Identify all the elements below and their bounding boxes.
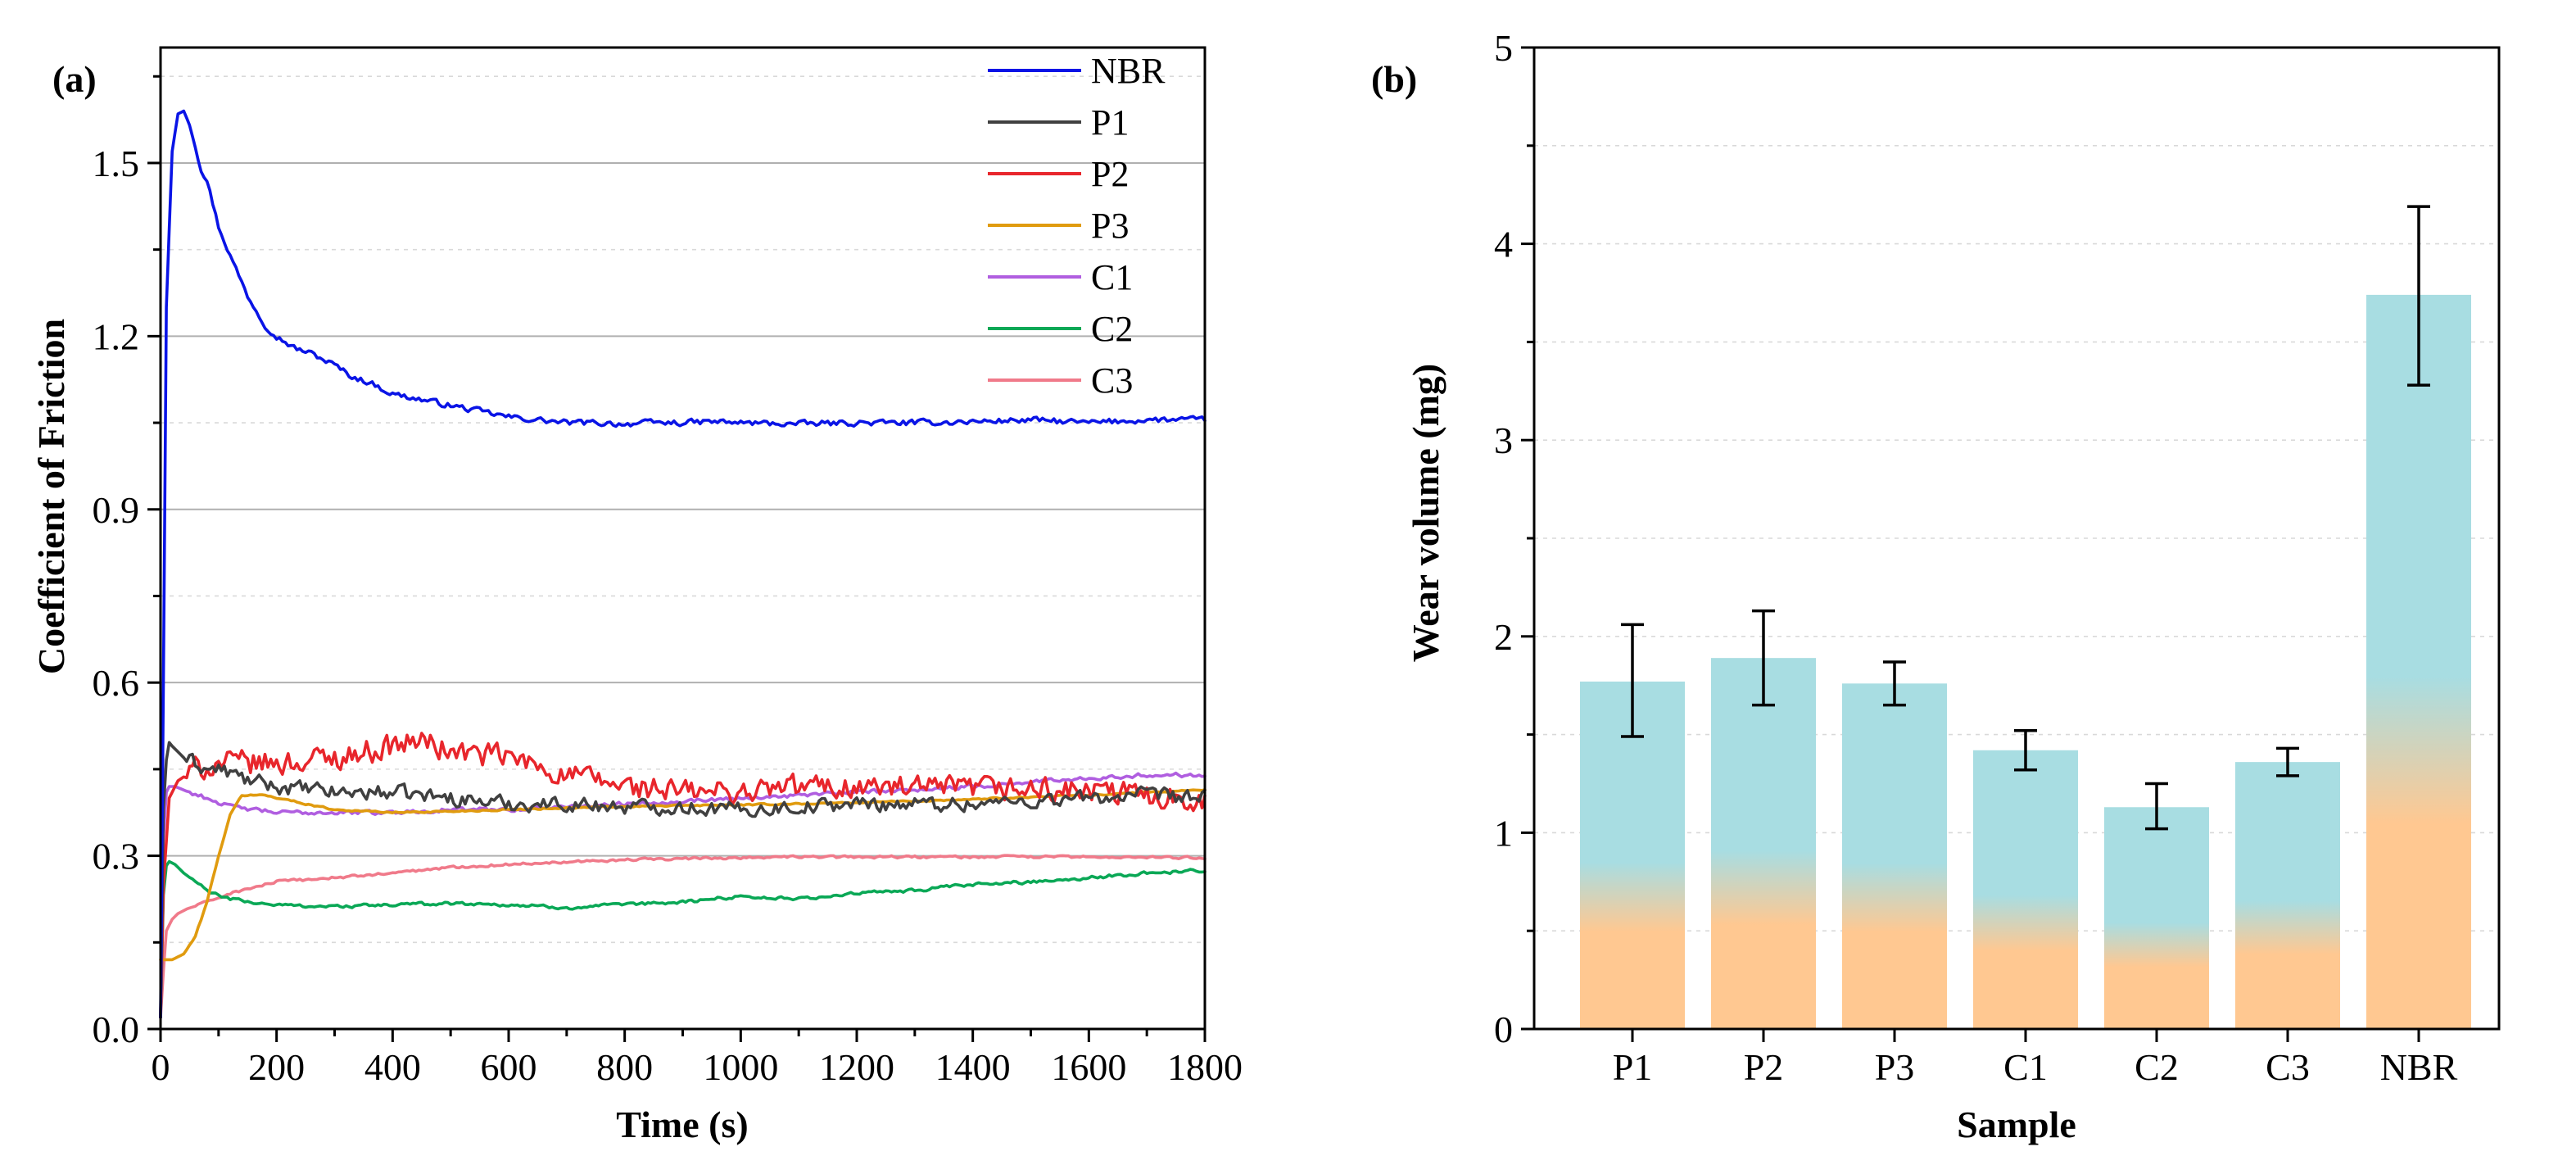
- x-tick-label-p3: P3: [1875, 1046, 1915, 1088]
- x-tick-label-p1: P1: [1613, 1046, 1653, 1088]
- wear-y-axis-title: Wear volume (mg): [1405, 364, 1446, 663]
- y-tick-label: 2: [1494, 616, 1513, 658]
- y-tick-label: 5: [1494, 27, 1513, 69]
- y-tick-label: 0.0: [93, 1009, 140, 1050]
- legend-label-nbr: NBR: [1091, 51, 1166, 91]
- x-tick-label: 1200: [819, 1046, 894, 1088]
- bar-c1: [1973, 750, 2078, 1029]
- panel-label-b: (b): [1371, 58, 1417, 100]
- panel-label-a: (a): [52, 58, 97, 100]
- y-tick-label: 1: [1494, 812, 1513, 854]
- series-line-p3: [159, 787, 1207, 962]
- friction-chart-series: [159, 109, 1207, 1019]
- legend-label-p2: P2: [1091, 154, 1129, 194]
- y-tick-label: 3: [1494, 419, 1513, 461]
- legend-label-p3: P3: [1091, 206, 1129, 246]
- x-tick-label-nbr: NBR: [2380, 1046, 2458, 1088]
- x-tick-label-c1: C1: [2003, 1046, 2048, 1088]
- y-tick-label: 1.2: [93, 315, 140, 357]
- bar-c3: [2235, 762, 2340, 1029]
- series-line-nbr: [159, 109, 1207, 1019]
- friction-x-axis-title: Time (s): [616, 1104, 748, 1145]
- y-tick-label: 1.5: [93, 143, 140, 184]
- wear-chart-panel: 0 1 2 3 4 5 P1 P2 P3 C1 C2 C3 NBR (b) Sample Wear vo…: [1371, 27, 2501, 1145]
- bar-c2: [2104, 807, 2209, 1029]
- friction-chart-ticks: 0.0 0.3 0.6 0.9 1.2 1.5 0 200 400 600 800 1000 1200 1…: [93, 75, 1243, 1088]
- legend-label-c3: C3: [1091, 360, 1133, 401]
- x-tick-label: 1800: [1167, 1046, 1243, 1088]
- y-tick-label: 0.3: [93, 836, 140, 877]
- bar-p3: [1842, 683, 1947, 1029]
- x-tick-label: 200: [248, 1046, 305, 1088]
- x-tick-label-c2: C2: [2135, 1046, 2179, 1088]
- y-tick-label: 0.9: [93, 489, 140, 531]
- x-tick-label: 600: [481, 1046, 537, 1088]
- x-tick-label: 0: [152, 1046, 170, 1088]
- x-tick-label-p2: P2: [1744, 1046, 1784, 1088]
- bar-nbr: [2366, 294, 2471, 1029]
- legend-label-c2: C2: [1091, 309, 1133, 349]
- friction-y-axis-title: Coefficient of Friction: [30, 319, 72, 674]
- x-tick-label: 800: [596, 1046, 653, 1088]
- y-tick-label: 0.6: [93, 662, 140, 704]
- series-line-c2: [159, 859, 1207, 1019]
- x-tick-label: 1000: [703, 1046, 778, 1088]
- x-tick-label: 1400: [935, 1046, 1011, 1088]
- bar-p1: [1580, 681, 1685, 1029]
- wear-chart-bars: [1580, 294, 2471, 1029]
- y-tick-label: 4: [1494, 224, 1513, 265]
- wear-chart-ticks: 0 1 2 3 4 5 P1 P2 P3 C1 C2 C3 NBR: [1494, 27, 2458, 1088]
- series-line-c3: [159, 854, 1207, 1019]
- series-line-p1: [159, 741, 1207, 1019]
- x-tick-label: 1600: [1051, 1046, 1126, 1088]
- wear-x-axis-title: Sample: [1957, 1104, 2076, 1145]
- x-tick-label-c3: C3: [2266, 1046, 2310, 1088]
- wear-chart-error-bars: [1621, 205, 2430, 831]
- friction-chart-panel: 0.0 0.3 0.6 0.9 1.2 1.5 0 200 400 600 800 1000 1200 1…: [30, 46, 1243, 1145]
- friction-chart-gridlines: [161, 75, 1205, 944]
- y-tick-label: 0: [1494, 1009, 1513, 1050]
- x-tick-label: 400: [364, 1046, 421, 1088]
- legend-label-p1: P1: [1091, 102, 1129, 143]
- bar-p2: [1711, 658, 1816, 1029]
- series-line-p2: [159, 732, 1207, 1019]
- legend-label-c1: C1: [1091, 257, 1133, 297]
- friction-chart-legend: NBR P1 P2 P3 C1 C2 C3: [988, 51, 1166, 401]
